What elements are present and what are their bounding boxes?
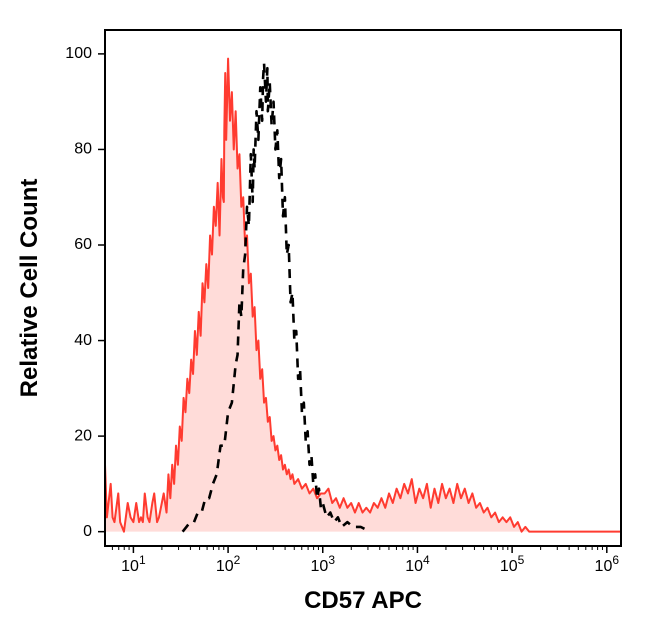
x-axis-label: CD57 APC — [304, 587, 422, 614]
chart-container: 020406080100101102103104105106Relative C… — [0, 0, 646, 641]
y-tick-label: 0 — [83, 523, 92, 540]
y-tick-label: 100 — [65, 45, 92, 62]
y-tick-label: 80 — [74, 141, 92, 158]
y-axis-label: Relative Cell Count — [16, 179, 43, 398]
y-tick-label: 20 — [74, 427, 92, 444]
y-tick-label: 40 — [74, 332, 92, 349]
flow-histogram-chart: 020406080100101102103104105106Relative C… — [0, 0, 646, 641]
y-tick-label: 60 — [74, 236, 92, 253]
